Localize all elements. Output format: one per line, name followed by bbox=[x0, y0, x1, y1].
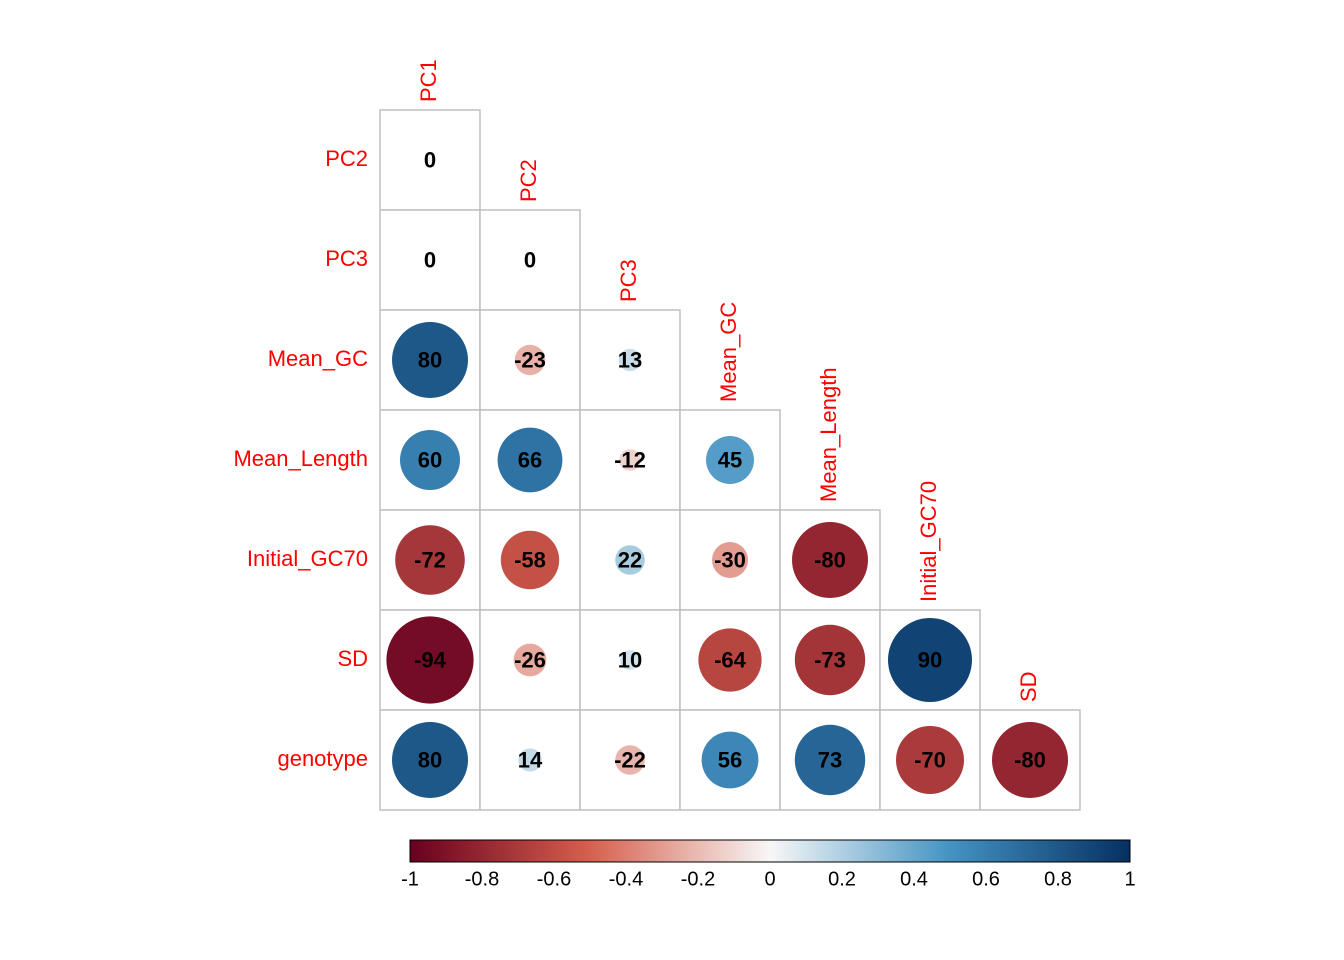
colorbar-tick-label: 1 bbox=[1124, 869, 1135, 891]
column-label: PC3 bbox=[616, 259, 641, 302]
correlation-value: -22 bbox=[614, 748, 646, 773]
correlation-value: -70 bbox=[914, 748, 946, 773]
correlation-value: 56 bbox=[718, 748, 742, 773]
correlation-value: 80 bbox=[418, 748, 442, 773]
colorbar-tick-label: -0.8 bbox=[465, 869, 499, 891]
correlation-value: 0 bbox=[424, 248, 436, 273]
correlation-value: 66 bbox=[518, 448, 542, 473]
colorbar-tick-label: 0.6 bbox=[972, 869, 1000, 891]
correlation-value: 80 bbox=[418, 348, 442, 373]
correlation-value: 10 bbox=[618, 648, 642, 673]
row-label: PC2 bbox=[325, 146, 368, 171]
correlation-value: -58 bbox=[514, 548, 546, 573]
correlation-value: -80 bbox=[1014, 748, 1046, 773]
correlation-value: 60 bbox=[418, 448, 442, 473]
row-label: Mean_Length bbox=[233, 446, 368, 471]
colorbar-tick-label: -0.2 bbox=[681, 869, 715, 891]
colorbar bbox=[410, 840, 1130, 862]
correlation-value: -23 bbox=[514, 348, 546, 373]
correlation-value: -72 bbox=[414, 548, 446, 573]
correlation-value: 0 bbox=[424, 148, 436, 173]
row-label: PC3 bbox=[325, 246, 368, 271]
correlation-value: -12 bbox=[614, 448, 646, 473]
correlation-value: -80 bbox=[814, 548, 846, 573]
correlation-value: -94 bbox=[414, 648, 447, 673]
correlation-value: 73 bbox=[818, 748, 842, 773]
colorbar-tick-label: -0.6 bbox=[537, 869, 571, 891]
column-label: PC2 bbox=[516, 159, 541, 202]
column-label: Mean_GC bbox=[716, 302, 741, 402]
row-label: Mean_GC bbox=[268, 346, 368, 371]
column-label: Initial_GC70 bbox=[916, 481, 941, 602]
row-label: genotype bbox=[277, 746, 368, 771]
correlation-value: -26 bbox=[514, 648, 546, 673]
correlation-value: -73 bbox=[814, 648, 846, 673]
colorbar-tick-label: -1 bbox=[401, 869, 419, 891]
correlation-value: -64 bbox=[714, 648, 747, 673]
colorbar-tick-label: 0.4 bbox=[900, 869, 928, 891]
column-label: PC1 bbox=[416, 59, 441, 102]
colorbar-tick-label: -0.4 bbox=[609, 869, 643, 891]
column-label: SD bbox=[1016, 671, 1041, 702]
correlation-plot: 0 0 0 80 -23 13 60 66 -12 45 -72 -58 22 -30 -80 -94 -26 1… bbox=[0, 0, 1344, 960]
colorbar-tick-label: 0.8 bbox=[1044, 869, 1072, 891]
colorbar-tick-label: 0 bbox=[764, 869, 775, 891]
correlation-value: 22 bbox=[618, 548, 642, 573]
row-label: SD bbox=[337, 646, 368, 671]
correlation-value: 45 bbox=[718, 448, 742, 473]
correlation-value: 0 bbox=[524, 248, 536, 273]
row-label: Initial_GC70 bbox=[247, 546, 368, 571]
correlation-value: 90 bbox=[918, 648, 942, 673]
correlation-value: 13 bbox=[618, 348, 642, 373]
colorbar-tick-label: 0.2 bbox=[828, 869, 856, 891]
correlation-value: 14 bbox=[518, 748, 543, 773]
column-label: Mean_Length bbox=[816, 367, 841, 502]
correlation-value: -30 bbox=[714, 548, 746, 573]
